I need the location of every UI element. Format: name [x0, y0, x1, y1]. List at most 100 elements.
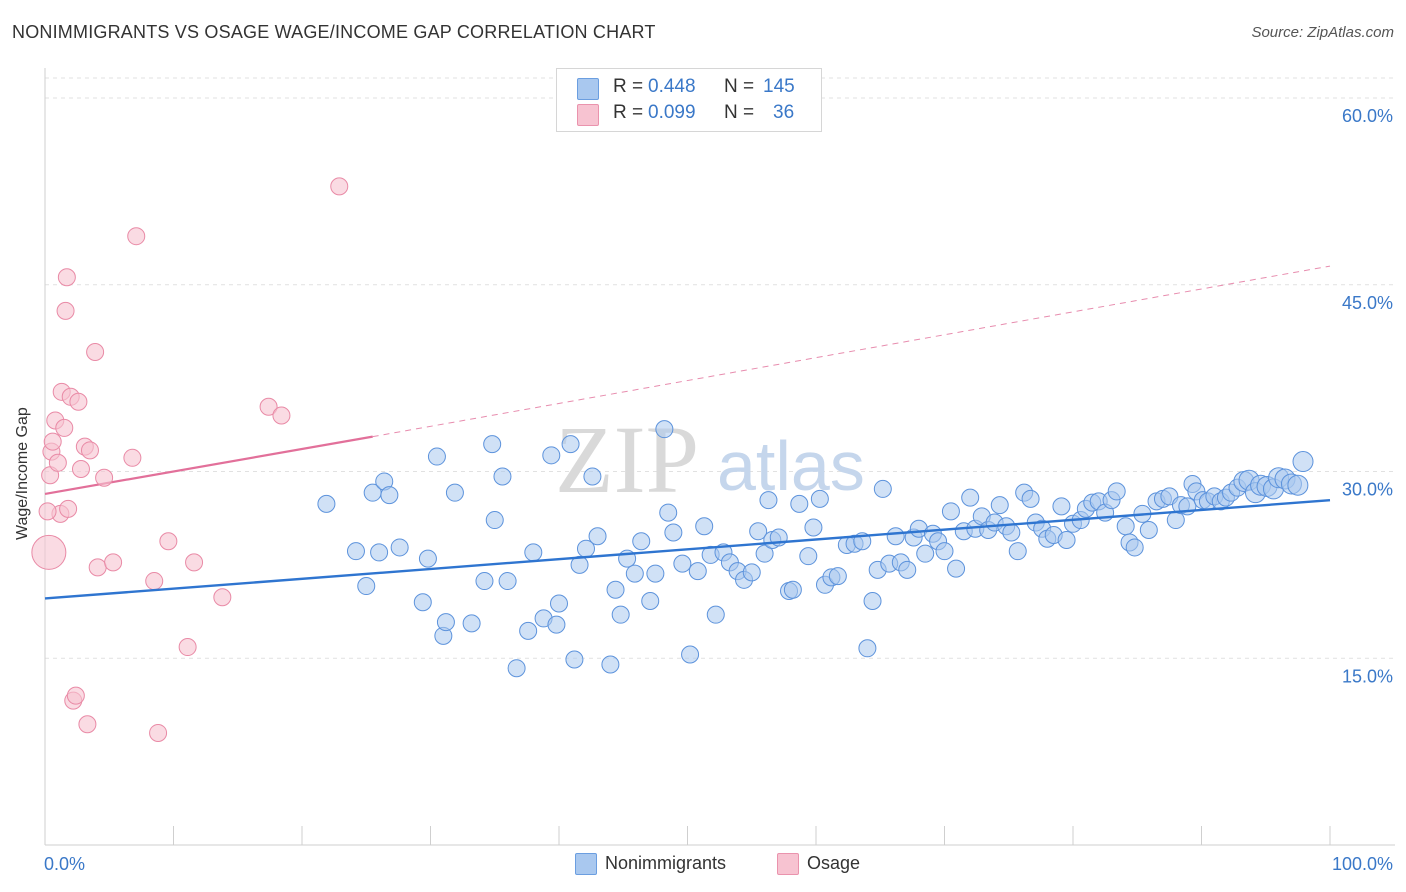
nonimmigrants-point — [1125, 538, 1144, 557]
nonimmigrants-point — [370, 543, 389, 562]
source-credit: Source: ZipAtlas.com — [1251, 24, 1394, 41]
nonimmigrants-point — [755, 544, 774, 563]
nonimmigrants-point — [606, 580, 625, 599]
osage-point — [95, 468, 114, 487]
nonimmigrants-point — [601, 655, 620, 674]
n-label: N = — [724, 76, 755, 97]
osage-point — [38, 502, 57, 521]
legend-item-nonimmigrants[interactable]: Nonimmigrants — [575, 852, 755, 876]
nonimmigrants-point — [413, 593, 432, 612]
nonimmigrants-point — [664, 523, 683, 542]
nonimmigrants-trend-line — [44, 498, 1331, 600]
osage-point — [86, 342, 105, 361]
nonimmigrants-point — [1057, 530, 1076, 549]
nonimmigrants-point — [655, 420, 674, 439]
nonimmigrants-point — [790, 494, 809, 513]
osage-point — [159, 532, 178, 551]
osage-point — [330, 177, 349, 196]
osage-point — [71, 460, 90, 479]
nonimmigrants-point — [828, 567, 847, 586]
r-value: 0.099 — [648, 102, 696, 123]
nonimmigrants-point — [519, 621, 538, 640]
osage-point — [56, 301, 75, 320]
watermark: ZIP atlas — [555, 406, 865, 513]
nonimmigrants-point — [1139, 521, 1158, 540]
y-tick-label: 60.0% — [1342, 106, 1393, 126]
nonimmigrants-point — [483, 435, 502, 454]
nonimmigrants-point — [783, 580, 802, 599]
y-tick-label: 15.0% — [1342, 666, 1393, 686]
nonimmigrants-point — [1287, 474, 1309, 496]
swatch-nonimmigrants — [575, 853, 597, 875]
swatch-nonimmigrants — [577, 78, 599, 100]
n-value: 36 — [773, 102, 795, 123]
osage-point — [55, 418, 74, 437]
stats-legend: R = 0.448 N = 145 R = 0.099 N = 36 — [556, 68, 822, 132]
nonimmigrants-point — [695, 517, 714, 536]
nonimmigrants-point — [990, 496, 1009, 515]
n-label: N = — [724, 102, 755, 123]
osage-point — [149, 723, 168, 742]
nonimmigrants-point — [565, 650, 584, 669]
watermark-zip: ZIP — [555, 406, 699, 513]
nonimmigrants-point — [1166, 511, 1185, 530]
nonimmigrants-point — [357, 577, 376, 596]
x-tick-label: 100.0% — [1332, 854, 1393, 874]
nonimmigrants-point — [681, 645, 700, 664]
swatch-osage — [577, 104, 599, 126]
nonimmigrants-point — [863, 591, 882, 610]
osage-point — [48, 453, 67, 472]
nonimmigrants-point — [706, 605, 725, 624]
nonimmigrants-point — [886, 527, 905, 546]
nonimmigrants-point — [427, 447, 446, 466]
nonimmigrants-point — [1008, 542, 1027, 561]
nonimmigrants-point — [749, 522, 768, 541]
watermark-atlas: atlas — [717, 427, 865, 505]
osage-point — [43, 432, 62, 451]
osage-trend-dashed — [372, 265, 1331, 438]
legend-item-osage[interactable]: Osage — [777, 852, 877, 876]
osage-point — [104, 553, 123, 572]
nonimmigrants-point — [380, 486, 399, 505]
nonimmigrants-points — [317, 420, 1314, 678]
nonimmigrants-point — [632, 532, 651, 551]
nonimmigrants-point — [810, 489, 829, 508]
nonimmigrants-point — [1107, 482, 1126, 501]
nonimmigrants-point — [498, 572, 517, 591]
nonimmigrants-point — [673, 554, 692, 573]
osage-point — [213, 588, 232, 607]
grid-lines — [45, 77, 1395, 659]
tick-labels: 15.0% 30.0% 45.0% 60.0% 0.0% 100.0% — [44, 106, 1393, 874]
nonimmigrants-point — [542, 446, 561, 465]
swatch-osage — [777, 853, 799, 875]
nonimmigrants-point — [1052, 497, 1071, 516]
stats-row-osage: R = 0.099 N = 36 — [577, 101, 817, 127]
y-axis-label: Wage/Income Gap — [14, 407, 31, 540]
osage-point — [59, 499, 78, 518]
legend-label: Osage — [807, 853, 861, 873]
n-value: 145 — [763, 76, 795, 97]
nonimmigrants-point — [462, 614, 481, 633]
nonimmigrants-point — [1002, 523, 1021, 542]
nonimmigrants-point — [507, 659, 526, 678]
chart-title: NONIMMIGRANTS VS OSAGE WAGE/INCOME GAP C… — [12, 22, 656, 42]
nonimmigrants-point — [759, 491, 778, 510]
nonimmigrants-point — [588, 527, 607, 546]
r-label: R = — [613, 102, 644, 123]
nonimmigrants-point — [804, 518, 823, 537]
nonimmigrants-point — [941, 502, 960, 521]
stats-row-nonimmigrants: R = 0.448 N = 145 — [577, 75, 817, 101]
osage-point — [145, 572, 164, 591]
legend-label: Nonimmigrants — [605, 853, 727, 873]
y-tick-label: 45.0% — [1342, 293, 1393, 313]
osage-point — [31, 534, 67, 570]
nonimmigrants-point — [947, 559, 966, 578]
nonimmigrants-trend — [44, 498, 1331, 600]
nonimmigrants-point — [1021, 489, 1040, 508]
nonimmigrants-point — [935, 542, 954, 561]
nonimmigrants-point — [916, 544, 935, 563]
nonimmigrants-point — [799, 547, 818, 566]
nonimmigrants-point — [858, 639, 877, 658]
nonimmigrants-point — [583, 467, 602, 486]
